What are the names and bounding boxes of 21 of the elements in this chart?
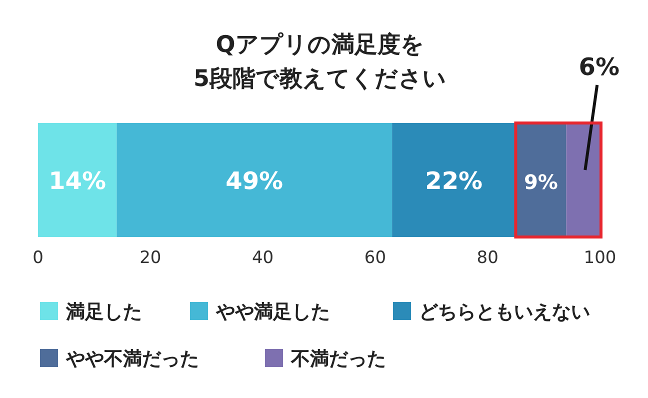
- x-tick-label: 100: [584, 248, 616, 268]
- x-tick-label: 80: [476, 248, 498, 268]
- bar: [392, 123, 516, 237]
- data-label: 22%: [425, 167, 483, 195]
- legend-label: どちらともいえない: [419, 301, 590, 323]
- legend-label: 不満だった: [290, 348, 386, 370]
- data-label: 14%: [48, 167, 106, 195]
- x-tick-label: 20: [140, 248, 162, 268]
- data-label: 6%: [578, 53, 620, 81]
- data-label: 49%: [226, 167, 284, 195]
- legend-label: やや不満だった: [65, 348, 199, 370]
- legend-label: 満足した: [65, 301, 142, 323]
- bar: [516, 123, 566, 237]
- bar: [116, 123, 392, 237]
- x-tick-label: 60: [364, 248, 386, 268]
- x-tick-label: 40: [252, 248, 274, 268]
- bar: [38, 123, 117, 237]
- x-tick-label: 0: [32, 248, 44, 268]
- data-label: 9%: [524, 170, 558, 194]
- chart-title: Qアプリの満足度を 5段階で教えてください: [193, 31, 447, 92]
- legend-label: やや満足した: [215, 301, 330, 323]
